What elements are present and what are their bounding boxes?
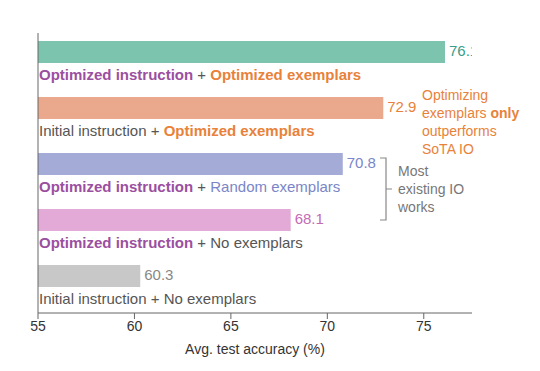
svg-text:76.1: 76.1 — [449, 42, 472, 59]
svg-text:Optimizingexemplars onlyoutper: Optimizingexemplars onlyoutperformsSoTA … — [422, 87, 519, 157]
svg-text:Avg. test accuracy (%): Avg. test accuracy (%) — [185, 341, 325, 357]
svg-text:55: 55 — [30, 318, 46, 334]
svg-text:Initial instruction + Optimize: Initial instruction + Optimized exemplar… — [39, 122, 315, 139]
svg-text:75: 75 — [416, 318, 432, 334]
svg-text:Optimized instruction + Optimi: Optimized instruction + Optimized exempl… — [39, 66, 361, 83]
svg-text:60.3: 60.3 — [144, 266, 173, 283]
svg-text:Initial instruction + No exemp: Initial instruction + No exemplars — [39, 290, 256, 307]
svg-text:65: 65 — [223, 318, 239, 334]
svg-text:Mostexisting IOworks: Mostexisting IOworks — [397, 163, 464, 215]
svg-text:Optimized instruction + No exe: Optimized instruction + No exemplars — [39, 234, 303, 251]
svg-text:70.8: 70.8 — [347, 154, 376, 171]
svg-text:72.9: 72.9 — [387, 98, 416, 115]
svg-text:68.1: 68.1 — [295, 210, 324, 227]
svg-text:Optimized instruction + Random: Optimized instruction + Random exemplars — [39, 178, 340, 195]
svg-text:60: 60 — [127, 318, 143, 334]
svg-text:70: 70 — [320, 318, 336, 334]
